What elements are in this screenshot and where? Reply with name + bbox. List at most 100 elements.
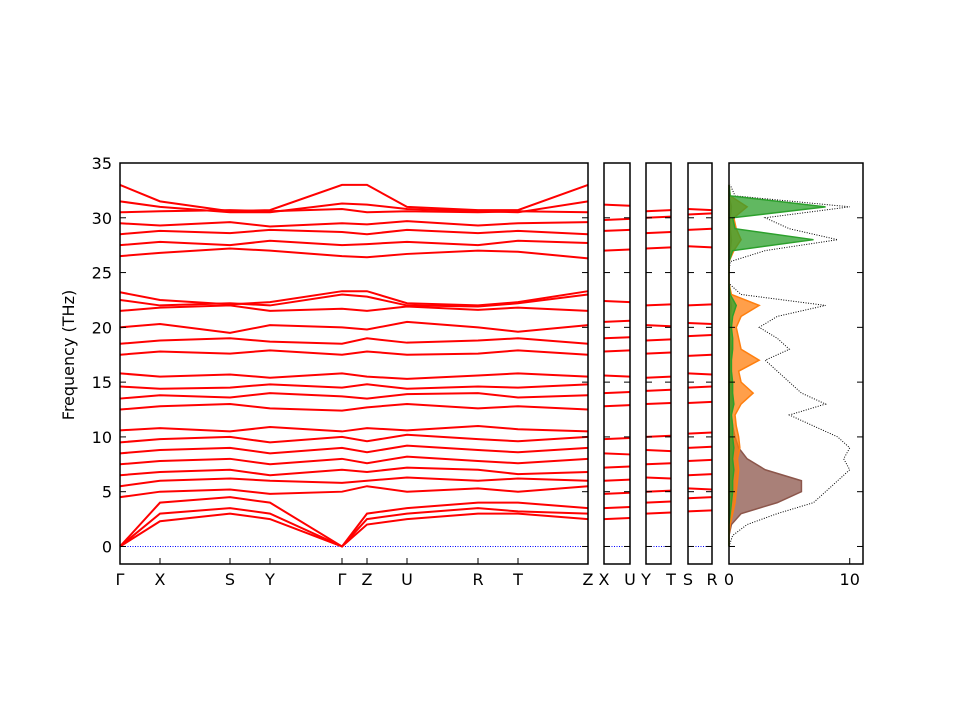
band: [645, 324, 672, 328]
x-tick-label: 10: [840, 570, 860, 589]
band: [687, 372, 713, 376]
x-tick-label: Γ: [116, 570, 125, 589]
band: [603, 217, 631, 221]
y-tick-label: 30: [92, 209, 112, 228]
band: [645, 231, 672, 235]
band: [645, 209, 672, 213]
x-tick-label: U: [401, 570, 413, 589]
band: [119, 228, 589, 236]
band: [645, 449, 672, 453]
band: [603, 437, 631, 441]
band: [687, 208, 713, 212]
band: [119, 392, 589, 400]
y-tick-label: 0: [102, 537, 112, 556]
band: [645, 338, 672, 342]
band: [645, 511, 672, 515]
band: [687, 487, 713, 491]
x-tick-label: X: [155, 570, 166, 589]
band: [687, 212, 713, 216]
band: [119, 496, 589, 548]
band: [645, 462, 672, 466]
band: [645, 246, 672, 250]
band: [119, 320, 589, 334]
x-tick-label: T: [665, 570, 676, 589]
band: [603, 203, 631, 207]
band: [119, 183, 589, 213]
band: [645, 388, 672, 392]
band: [603, 491, 631, 495]
band: [645, 401, 672, 406]
band: [603, 452, 631, 456]
band: [603, 404, 631, 408]
band: [119, 444, 589, 455]
x-tick-label: 0: [724, 570, 734, 589]
band: [687, 400, 713, 404]
band: [645, 500, 672, 504]
band: [603, 336, 631, 340]
band: [603, 319, 631, 323]
y-tick-label: 20: [92, 318, 112, 337]
band: [645, 351, 672, 355]
panel-frame: [603, 162, 631, 565]
y-tick-label: 35: [92, 154, 112, 173]
x-tick-label: S: [225, 570, 235, 589]
band: [119, 455, 589, 466]
band: [687, 321, 713, 326]
band: [603, 506, 631, 510]
x-tick-label: U: [624, 570, 636, 589]
band: [119, 424, 589, 433]
band: [603, 228, 631, 232]
panel-frame: [687, 162, 713, 565]
x-tick-label: S: [683, 570, 693, 589]
band: [119, 476, 589, 488]
band: [687, 473, 713, 477]
y-tick-label: 10: [92, 428, 112, 447]
y-tick-label: 5: [102, 483, 112, 502]
band: [119, 247, 589, 260]
band: [119, 220, 589, 228]
band: [603, 465, 631, 469]
band: [687, 385, 713, 389]
x-tick-label: R: [472, 570, 483, 589]
dos-total: [728, 184, 851, 547]
band: [119, 466, 589, 477]
y-tick-label: 25: [92, 264, 112, 283]
band: [119, 293, 589, 308]
band: [119, 290, 589, 307]
x-tick-label: R: [706, 570, 717, 589]
band: [687, 509, 713, 513]
y-tick-label: 15: [92, 373, 112, 392]
band: [119, 239, 589, 247]
band: [119, 433, 589, 444]
band: [119, 507, 589, 548]
band: [119, 485, 589, 499]
band: [603, 349, 631, 353]
x-tick-label: X: [599, 570, 610, 589]
band: [119, 372, 589, 380]
band: [119, 349, 589, 356]
band: [603, 390, 631, 395]
x-tick-label: T: [512, 570, 523, 589]
band: [687, 227, 713, 231]
band: [119, 512, 589, 548]
panel-frame: [728, 162, 864, 565]
band: [603, 248, 631, 252]
panel-frame: [645, 162, 672, 565]
band: [687, 245, 713, 249]
band: [687, 458, 713, 463]
band: [687, 353, 713, 357]
band: [119, 304, 589, 312]
x-tick-label: Γ: [338, 570, 347, 589]
x-tick-label: Z: [583, 570, 594, 589]
panel-frame: [119, 162, 589, 565]
x-tick-label: Y: [264, 570, 275, 589]
band: [687, 496, 713, 500]
band: [119, 403, 589, 412]
band: [645, 375, 672, 379]
x-tick-label: Z: [362, 570, 373, 589]
band: [119, 383, 589, 390]
band: [687, 334, 713, 338]
band: [119, 200, 589, 214]
band: [645, 303, 672, 307]
